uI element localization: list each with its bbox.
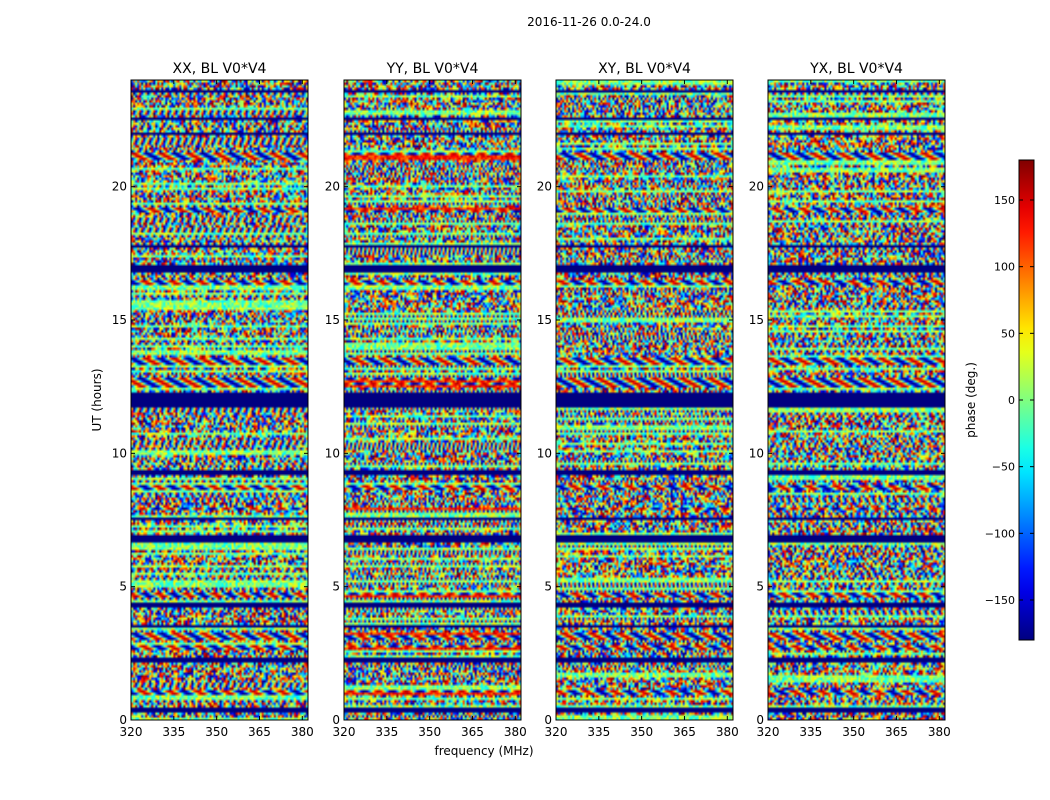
x-tick-label: 335 xyxy=(799,725,822,739)
x-tick-label: 365 xyxy=(248,725,271,739)
panel-yy: YY, BL V0*V4 320 335 350 365 380 0 5 10 15 20 xyxy=(325,61,527,739)
colorbar-label: phase (deg.) xyxy=(964,362,978,438)
y-tick-label: 5 xyxy=(544,580,552,594)
phase-heatmap-yx xyxy=(768,80,945,720)
x-tick-label: 335 xyxy=(587,725,610,739)
y-tick-label: 5 xyxy=(756,580,764,594)
y-tick-label: 0 xyxy=(332,713,340,727)
x-tick-label: 320 xyxy=(120,725,143,739)
panel-xx: XX, BL V0*V4 320 335 350 365 380 0 5 10 15 20 xyxy=(112,61,314,739)
panel-frame xyxy=(767,79,946,721)
y-tick-label: 10 xyxy=(112,446,127,460)
y-tick-label: 10 xyxy=(749,446,764,460)
panel-frame xyxy=(555,79,734,721)
y-tick-label: 5 xyxy=(119,580,127,594)
y-tick-label: 10 xyxy=(537,446,552,460)
x-tick-label: 350 xyxy=(842,725,865,739)
y-tick-label: 10 xyxy=(325,446,340,460)
x-tick-label: 380 xyxy=(291,725,314,739)
phase-heatmap-yy xyxy=(344,80,521,720)
phase-heatmap-xy xyxy=(556,80,733,720)
panel-title: YY, BL V0*V4 xyxy=(386,61,479,77)
y-tick-label: 0 xyxy=(119,713,127,727)
x-tick-label: 380 xyxy=(716,725,739,739)
figure-suptitle: 2016-11-26 0.0-24.0 xyxy=(527,15,651,29)
x-tick-label: 335 xyxy=(162,725,185,739)
x-tick-label: 380 xyxy=(504,725,527,739)
colorbar-tick-label: −100 xyxy=(985,527,1015,540)
y-tick-label: 20 xyxy=(325,180,340,194)
y-tick-label: 15 xyxy=(325,313,340,327)
y-tick-label: 15 xyxy=(537,313,552,327)
phase-heatmap-xx xyxy=(131,80,308,720)
x-axis-label: frequency (MHz) xyxy=(434,744,533,758)
panel-frame xyxy=(343,79,522,721)
x-tick-label: 350 xyxy=(418,725,441,739)
x-tick-label: 350 xyxy=(630,725,653,739)
panel-yx: YX, BL V0*V4 320 335 350 365 380 0 5 10 15 20 xyxy=(749,61,951,739)
colorbar: −150 −100 −50 0 50 100 150 xyxy=(985,159,1035,641)
y-tick-label: 20 xyxy=(112,180,127,194)
x-tick-label: 320 xyxy=(545,725,568,739)
x-tick-label: 365 xyxy=(885,725,908,739)
y-tick-label: 0 xyxy=(544,713,552,727)
panel-title: XX, BL V0*V4 xyxy=(173,61,267,77)
y-tick-label: 0 xyxy=(756,713,764,727)
y-tick-label: 20 xyxy=(749,180,764,194)
colorbar-tick-label: 0 xyxy=(1008,394,1015,407)
y-tick-label: 20 xyxy=(537,180,552,194)
x-tick-label: 380 xyxy=(928,725,951,739)
colorbar-tick-label: 150 xyxy=(994,194,1015,207)
panel-xy: XY, BL V0*V4 320 335 350 365 380 0 5 10 15 20 xyxy=(537,61,739,739)
x-tick-label: 365 xyxy=(461,725,484,739)
panel-frame xyxy=(130,79,309,721)
y-tick-label: 15 xyxy=(749,313,764,327)
x-tick-label: 365 xyxy=(673,725,696,739)
y-axis-label: UT (hours) xyxy=(90,368,104,431)
panel-title: XY, BL V0*V4 xyxy=(598,61,691,77)
colorbar-tick-label: −150 xyxy=(985,594,1015,607)
colorbar-tick-label: 100 xyxy=(994,261,1015,274)
y-tick-label: 15 xyxy=(112,313,127,327)
panel-title: YX, BL V0*V4 xyxy=(809,61,903,77)
colorbar-tick-label: −50 xyxy=(992,461,1015,474)
x-tick-label: 335 xyxy=(375,725,398,739)
x-tick-label: 320 xyxy=(333,725,356,739)
x-tick-label: 350 xyxy=(205,725,228,739)
colorbar-tick-label: 50 xyxy=(1001,327,1015,340)
y-tick-label: 5 xyxy=(332,580,340,594)
x-tick-label: 320 xyxy=(757,725,780,739)
